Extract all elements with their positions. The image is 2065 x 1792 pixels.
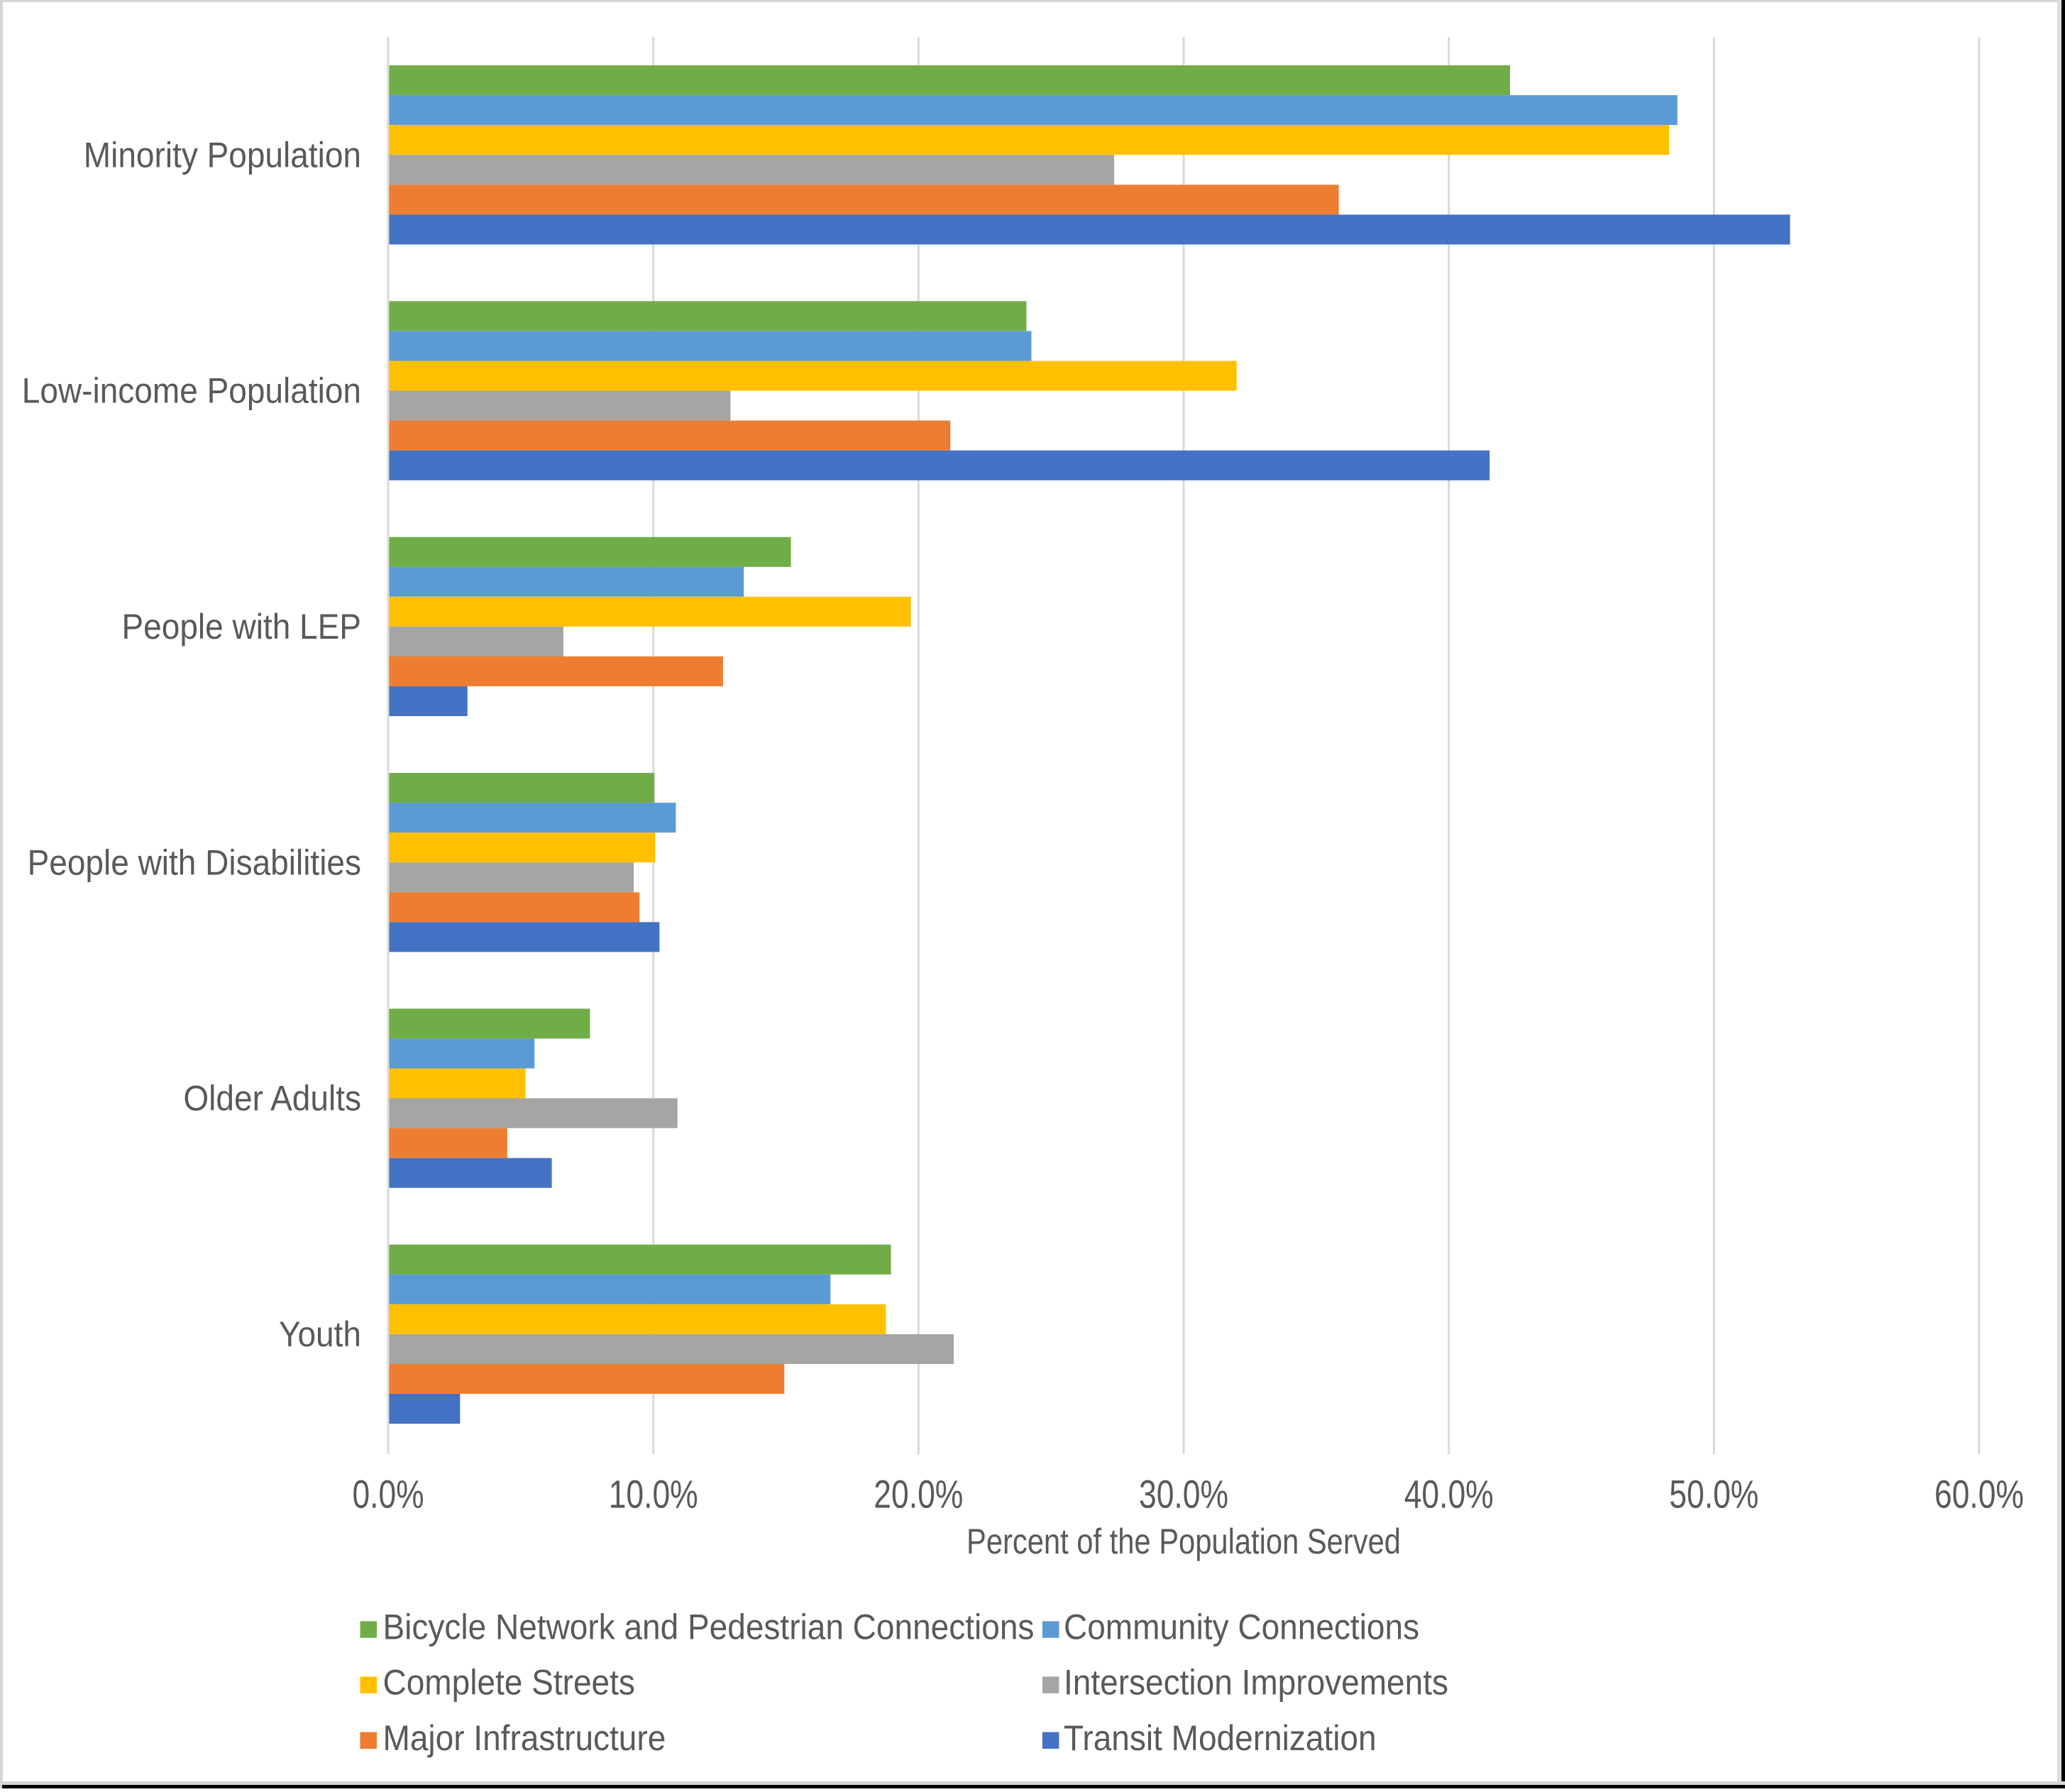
svg-text:People with LEP: People with LEP xyxy=(122,607,362,647)
svg-text:10.0%: 10.0% xyxy=(609,1473,698,1517)
svg-text:Bicycle Network and Pedestrian: Bicycle Network and Pedestrian Connectio… xyxy=(383,1607,1035,1647)
svg-text:Community Connections: Community Connections xyxy=(1064,1607,1419,1647)
svg-text:0.0%: 0.0% xyxy=(353,1473,424,1517)
svg-text:Complete Streets: Complete Streets xyxy=(383,1663,635,1703)
svg-text:Major Infrastructure: Major Infrastructure xyxy=(383,1718,666,1758)
svg-text:Minority Population: Minority Population xyxy=(84,135,361,175)
svg-text:40.0%: 40.0% xyxy=(1404,1473,1494,1517)
svg-text:Older Adults: Older Adults xyxy=(183,1079,361,1118)
svg-text:50.0%: 50.0% xyxy=(1669,1473,1758,1517)
svg-text:Youth: Youth xyxy=(279,1314,361,1354)
svg-text:30.0%: 30.0% xyxy=(1139,1473,1228,1517)
svg-text:Percent of the Population Serv: Percent of the Population Served xyxy=(967,1522,1401,1561)
svg-text:Low-income Population: Low-income Population xyxy=(22,371,361,411)
svg-text:60.0%: 60.0% xyxy=(1934,1473,2024,1517)
svg-text:Intersection Improvements: Intersection Improvements xyxy=(1064,1663,1448,1703)
svg-text:Transit Modernization: Transit Modernization xyxy=(1064,1718,1377,1758)
svg-text:People with Disabilities: People with Disabilities xyxy=(28,842,361,882)
svg-text:20.0%: 20.0% xyxy=(874,1473,963,1517)
